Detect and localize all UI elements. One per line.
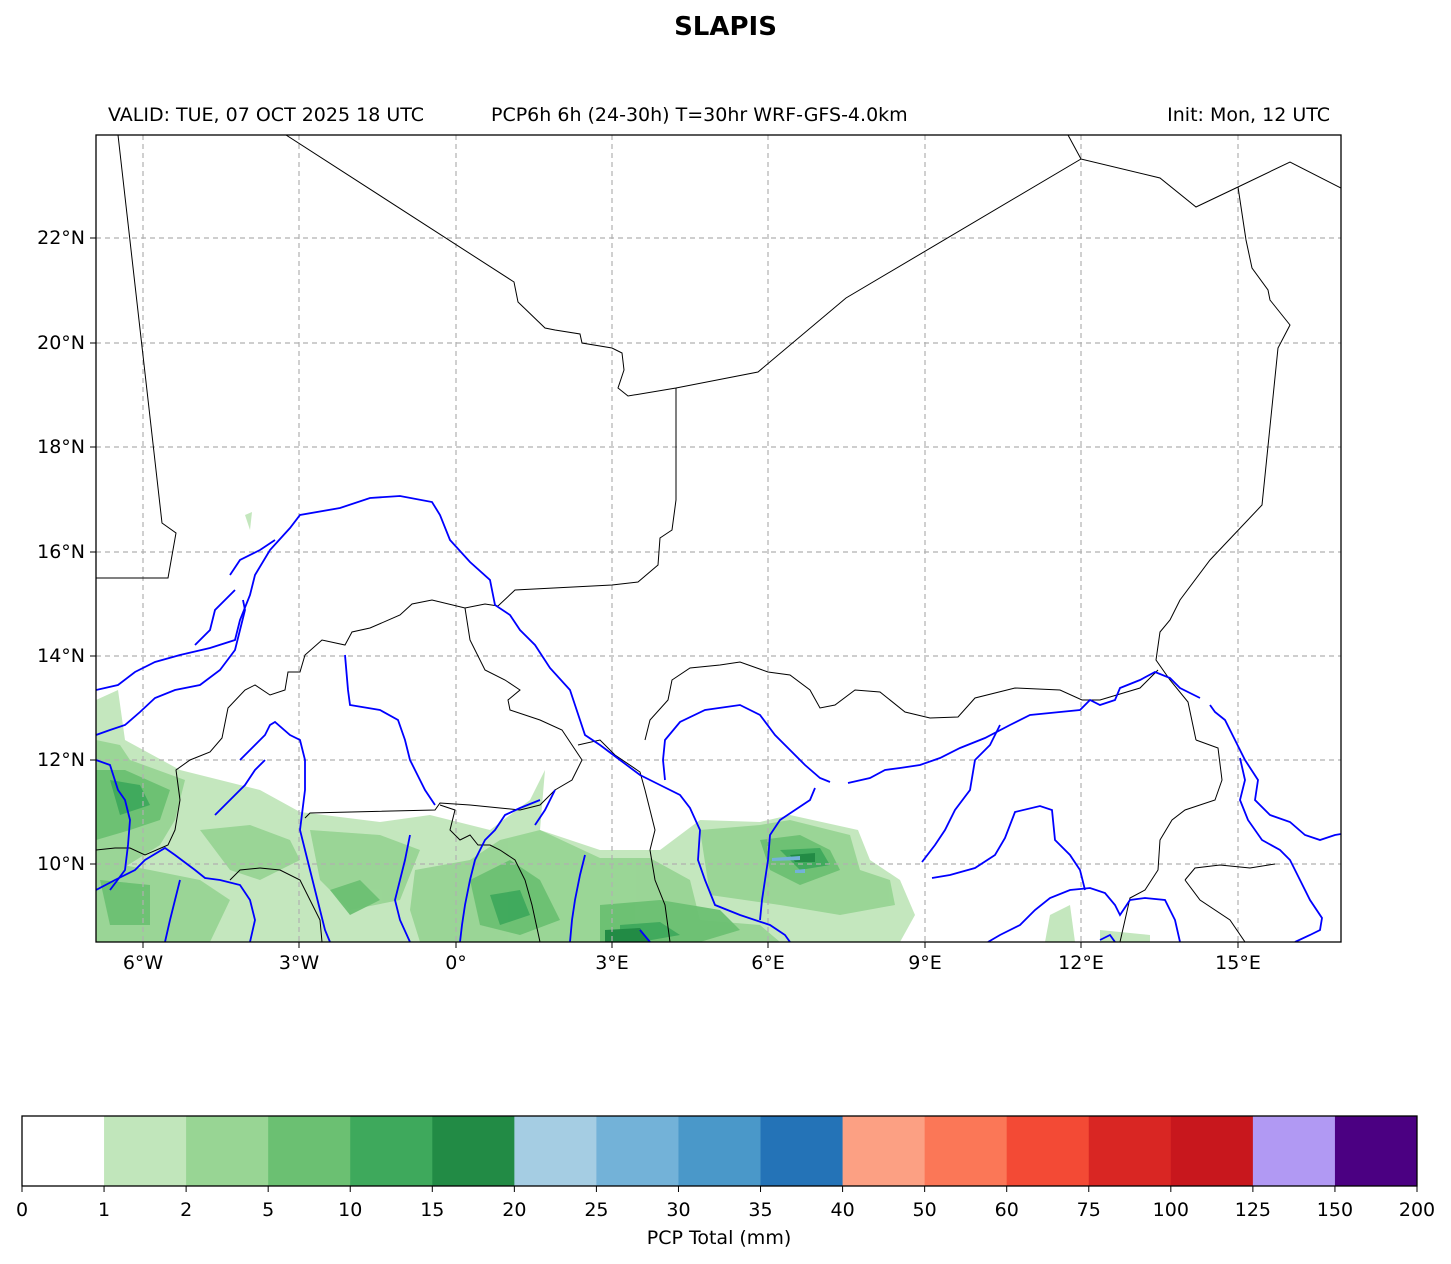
map-frame — [95, 134, 1342, 943]
colorbar-cell — [842, 1116, 926, 1186]
country-borders — [96, 135, 1341, 942]
colorbar-cell — [350, 1116, 433, 1186]
init-time-label: Init: Mon, 12 UTC — [1167, 104, 1330, 126]
colorbar-cell — [1006, 1116, 1090, 1186]
x-tick-label: 3°W — [278, 952, 320, 974]
colorbar-cell — [1334, 1116, 1418, 1186]
colorbar-tick-label: 100 — [1152, 1199, 1189, 1221]
colorbar — [21, 1115, 1418, 1192]
colorbar-tick-label: 125 — [1234, 1199, 1272, 1221]
gridlines — [96, 135, 1341, 942]
colorbar-cell — [514, 1116, 597, 1186]
colorbar-cell — [760, 1116, 844, 1186]
colorbar-cell — [596, 1116, 679, 1186]
colorbar-tick-label: 30 — [666, 1199, 691, 1221]
y-tick-label: 14°N — [37, 645, 85, 667]
colorbar-cell — [1252, 1116, 1336, 1186]
precip-field — [96, 512, 1150, 942]
colorbar-tick-label: 20 — [502, 1199, 527, 1221]
colorbar-cell — [678, 1116, 762, 1186]
colorbar-cell — [186, 1116, 269, 1186]
x-tick-label: 9°E — [908, 952, 942, 974]
colorbar-tick-label: 2 — [180, 1199, 193, 1221]
colorbar-cell — [1170, 1116, 1254, 1186]
x-tick-label: 6°E — [751, 952, 785, 974]
colorbar-cells — [22, 1116, 1418, 1186]
colorbar-cell — [268, 1116, 351, 1186]
y-tick-label: 20°N — [37, 332, 85, 354]
colorbar-tick-label: 200 — [1398, 1199, 1436, 1221]
colorbar-cell — [22, 1116, 105, 1186]
colorbar-tick-label: 10 — [338, 1199, 363, 1221]
colorbar-tick-label: 5 — [262, 1199, 275, 1221]
y-tick-label: 22°N — [37, 227, 85, 249]
colorbar-tick-label: 1 — [98, 1199, 111, 1221]
colorbar-label: PCP Total (mm) — [646, 1227, 792, 1249]
colorbar-tick-label: 0 — [15, 1199, 29, 1221]
y-tick-label: 12°N — [37, 749, 85, 771]
rivers — [96, 495, 1341, 942]
valid-time-label: VALID: TUE, 07 OCT 2025 18 UTC — [108, 104, 424, 126]
x-tick-label: 0° — [445, 952, 467, 974]
y-tick-label: 16°N — [37, 541, 85, 563]
colorbar-tick-label: 60 — [994, 1199, 1019, 1221]
chart-title: SLAPIS — [674, 12, 777, 42]
colorbar-cell — [432, 1116, 515, 1186]
y-tick-label: 18°N — [37, 436, 85, 458]
colorbar-tick-label: 75 — [1076, 1199, 1101, 1221]
colorbar-tick-marks — [21, 1186, 1418, 1192]
colorbar-cell — [924, 1116, 1008, 1186]
colorbar-tick-label: 25 — [584, 1199, 609, 1221]
colorbar-tick-label: 150 — [1316, 1199, 1354, 1221]
colorbar-tick-label: 15 — [420, 1199, 445, 1221]
axis-tick-marks — [90, 237, 1239, 948]
x-tick-label: 12°E — [1058, 952, 1104, 974]
x-tick-label: 3°E — [595, 952, 629, 974]
colorbar-tick-label: 50 — [912, 1199, 937, 1221]
colorbar-frame — [21, 1115, 1418, 1187]
y-tick-label: 10°N — [37, 853, 85, 875]
colorbar-tick-label: 40 — [830, 1199, 855, 1221]
colorbar-tick-label: 35 — [748, 1199, 773, 1221]
x-tick-label: 15°E — [1215, 952, 1261, 974]
x-tick-label: 6°W — [122, 952, 164, 974]
colorbar-cell — [104, 1116, 187, 1186]
product-label: PCP6h 6h (24-30h) T=30hr WRF-GFS-4.0km — [491, 104, 908, 126]
colorbar-cell — [1088, 1116, 1172, 1186]
